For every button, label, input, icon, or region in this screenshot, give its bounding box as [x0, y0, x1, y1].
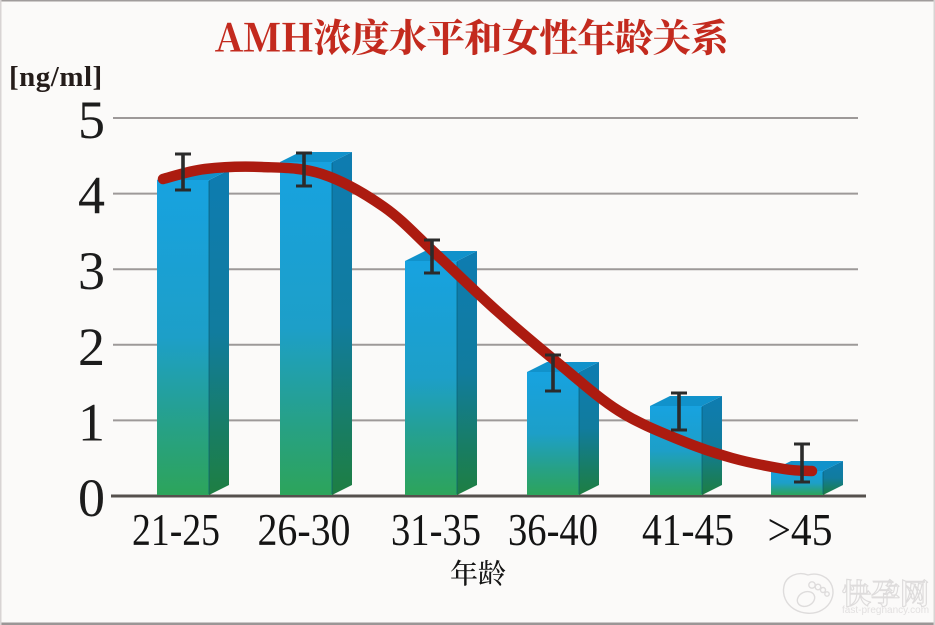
svg-text:fast-pregnancy.com: fast-pregnancy.com	[842, 605, 929, 616]
svg-text:4: 4	[78, 166, 105, 226]
svg-text:21-25: 21-25	[132, 505, 220, 555]
svg-text:[ng/ml]: [ng/ml]	[9, 61, 103, 93]
svg-text:3: 3	[78, 241, 105, 301]
svg-text:31-35: 31-35	[391, 505, 481, 555]
svg-text:0: 0	[78, 468, 105, 528]
svg-text:>45: >45	[768, 505, 833, 555]
svg-text:36-40: 36-40	[508, 505, 598, 555]
svg-text:41-45: 41-45	[642, 505, 734, 555]
svg-text:26-30: 26-30	[258, 505, 351, 555]
svg-text:1: 1	[78, 392, 105, 452]
svg-text:5: 5	[78, 90, 105, 150]
svg-text:2: 2	[78, 317, 105, 377]
